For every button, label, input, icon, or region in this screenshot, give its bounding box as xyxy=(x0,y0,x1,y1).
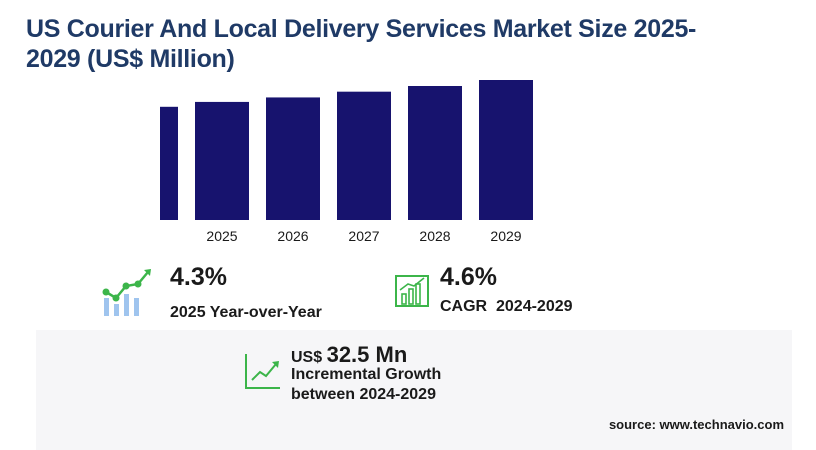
incremental-label-line1: Incremental Growth xyxy=(291,366,442,383)
bar-2027 xyxy=(337,91,391,221)
x-tick-label-2025: 2025 xyxy=(206,228,237,244)
growth-chart-icon xyxy=(395,275,429,307)
yoy-label: 2025 Year-over-Year xyxy=(170,304,322,321)
bar-chart: 2025 2026 2027 2028 2029 xyxy=(160,80,533,244)
bar-chart-trend-icon xyxy=(102,269,151,316)
bar-partial xyxy=(160,106,178,220)
cagr-value: 4.6% xyxy=(440,263,497,291)
x-tick-label-2028: 2028 xyxy=(419,228,450,244)
cagr-label: CAGR 2024-2029 xyxy=(440,298,573,315)
x-tick-label-2029: 2029 xyxy=(490,228,521,244)
x-tick-label-2027: 2027 xyxy=(348,228,379,244)
x-tick-label-2026: 2026 xyxy=(277,228,308,244)
incremental-value-line: US$ 32.5 Mn xyxy=(291,342,407,368)
incremental-prefix: US$ xyxy=(291,349,323,366)
yoy-value: 4.3% xyxy=(170,263,227,291)
incremental-value: 32.5 Mn xyxy=(326,342,408,367)
incremental-label-line2: between 2024-2029 xyxy=(291,386,436,403)
chart-title: US Courier And Local Delivery Services M… xyxy=(26,15,697,73)
source-note: source: www.technavio.com xyxy=(608,417,784,432)
bar-2029 xyxy=(479,80,533,220)
line-chart-up-icon xyxy=(245,354,280,389)
bar-2028 xyxy=(408,86,462,220)
bar-2025 xyxy=(195,101,249,220)
bar-2026 xyxy=(266,97,320,220)
stats-panel-background xyxy=(36,330,792,450)
